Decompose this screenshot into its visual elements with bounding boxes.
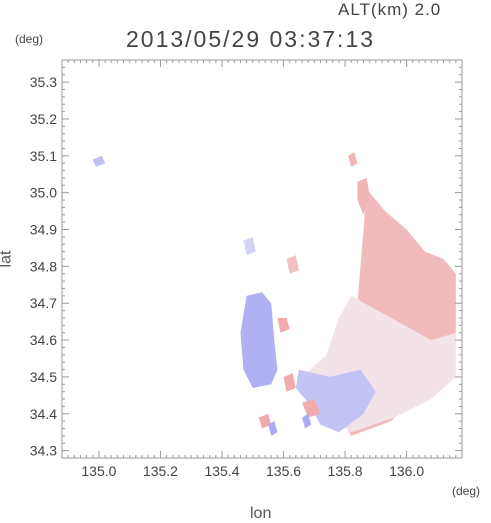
data-regions <box>92 152 456 436</box>
region-mid-red-2 <box>283 373 296 392</box>
x-unit-label: (deg) <box>452 484 481 498</box>
y-tick-label: 35.2 <box>30 111 57 127</box>
y-tick-label: 35.1 <box>30 148 57 164</box>
x-tick-label: 135.4 <box>204 463 239 479</box>
y-tick-label: 34.3 <box>30 443 57 459</box>
region-north-dot <box>348 152 358 167</box>
y-tick-label: 35.3 <box>30 74 57 90</box>
axes: 135.0 135.2 135.4 135.6 135.8 136.0 34.3 34.4 34… <box>30 59 463 479</box>
y-unit-label: (deg) <box>15 32 44 46</box>
altitude-label: ALT(km) 2.0 <box>338 0 442 19</box>
y-tick-label: 34.4 <box>30 406 57 422</box>
region-west-blue <box>240 292 278 388</box>
region-small-blue-1 <box>302 413 312 429</box>
region-north-scatter <box>286 255 299 274</box>
x-axis-label: lon <box>250 505 272 522</box>
y-tick-label: 34.5 <box>30 369 57 385</box>
timestamp-title: 2013/05/29 03:37:13 <box>126 26 376 52</box>
region-south-blue <box>295 369 376 433</box>
region-south-red-1 <box>302 399 321 418</box>
x-tick-label: 136.0 <box>389 463 424 479</box>
y-tick-label: 34.8 <box>30 258 57 274</box>
x-tick-label: 135.8 <box>328 463 363 479</box>
x-tick-label: 135.6 <box>266 463 301 479</box>
x-tick-label: 135.0 <box>81 463 116 479</box>
region-mid-red-1 <box>277 318 290 333</box>
region-nw-scatter <box>243 236 256 256</box>
region-small-blue-2 <box>268 421 278 436</box>
y-tick-label: 34.7 <box>30 295 57 311</box>
region-nw-speck <box>92 155 106 167</box>
x-tick-label: 135.2 <box>143 463 178 479</box>
region-south-red-2 <box>258 413 272 429</box>
y-tick-label: 34.6 <box>30 332 57 348</box>
region-north-tip <box>357 177 370 215</box>
y-tick-label: 34.9 <box>30 222 57 238</box>
y-tick-label: 35.0 <box>30 185 57 201</box>
